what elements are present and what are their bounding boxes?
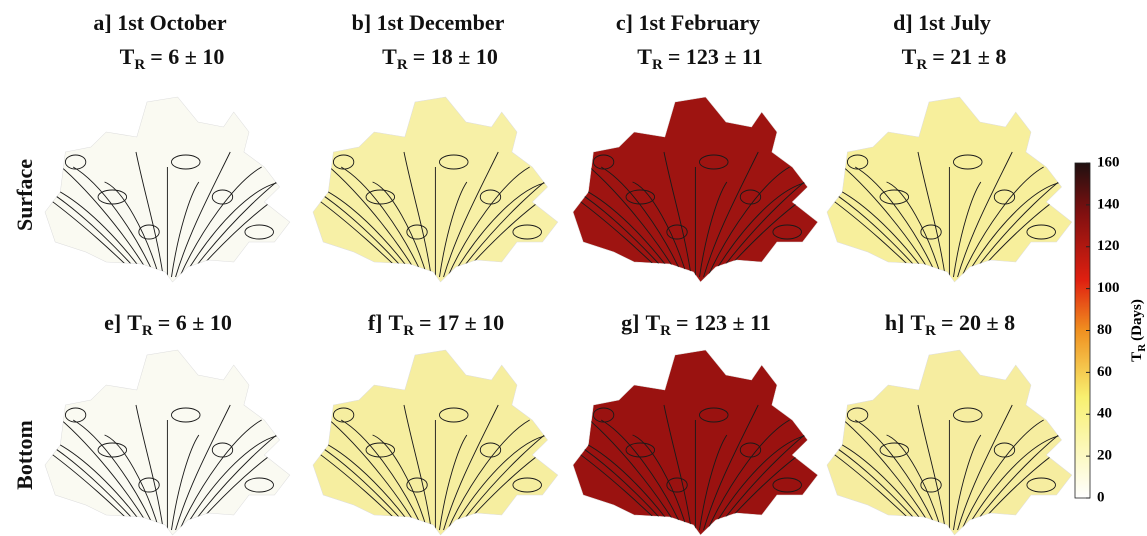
panel-heading: f] TR = 17 ± 10: [368, 310, 504, 339]
panel-tr: TR = 123 ± 11: [637, 44, 762, 73]
tr-subscript: R: [142, 323, 153, 339]
tr-symbol: T: [910, 310, 925, 335]
tr-symbol: T: [645, 310, 660, 335]
colorbar-tick-label: 0: [1097, 489, 1105, 505]
panel-heading: g] TR = 123 ± 11: [621, 310, 771, 339]
panel-letter: f]: [368, 310, 383, 335]
colorbar-tick-label: 20: [1097, 448, 1112, 464]
tr-subscript: R: [652, 57, 663, 73]
panel-tr: TR = 18 ± 10: [382, 44, 498, 73]
streamlines: [313, 151, 558, 278]
tr-value: = 18 ± 10: [413, 44, 498, 69]
tr-symbol: T: [382, 44, 397, 69]
tr-value: = 6 ± 10: [150, 44, 224, 69]
panel-heading: a] 1st October: [93, 10, 226, 35]
tr-symbol: T: [1129, 352, 1145, 362]
tr-subscript: R: [397, 57, 408, 73]
panel-heading: h] TR = 20 ± 8: [885, 310, 1015, 339]
colorbar-unit: (Days): [1129, 299, 1145, 341]
colorbar-tick-label: 160: [1097, 154, 1120, 170]
colorbar-label: TR (Days): [1129, 299, 1147, 362]
map-panel: [44, 96, 291, 283]
colorbar-tick-label: 40: [1097, 406, 1112, 422]
tr-symbol: T: [902, 44, 917, 69]
panel-tr: TR = 21 ± 8: [902, 44, 1007, 73]
row-label: Bottom: [12, 420, 37, 490]
row-label: Surface: [12, 159, 37, 231]
tr-symbol: T: [637, 44, 652, 69]
tr-value: = 6 ± 10: [158, 310, 232, 335]
tr-value: = 20 ± 8: [941, 310, 1015, 335]
panel-heading: e] TR = 6 ± 10: [104, 310, 232, 339]
panel-letter: e]: [104, 310, 121, 335]
tr-value: = 21 ± 8: [932, 44, 1006, 69]
tr-subscript: R: [1136, 343, 1147, 352]
tr-subscript: R: [403, 323, 414, 339]
tr-subscript: R: [916, 57, 927, 73]
tr-value: = 17 ± 10: [419, 310, 504, 335]
panel-letter: g]: [621, 310, 639, 335]
colorbar-tick-label: 60: [1097, 364, 1112, 380]
colorbar-tick-label: 120: [1097, 238, 1120, 254]
tr-value: = 123 ± 11: [676, 310, 771, 335]
tr-symbol: T: [389, 310, 404, 335]
colorbar-tick-label: 80: [1097, 322, 1112, 338]
panel-heading: c] 1st February: [616, 10, 760, 35]
map-panel: [44, 349, 291, 536]
panel-heading: d] 1st July: [893, 10, 991, 35]
panel-heading: b] 1st December: [352, 10, 505, 35]
colorbar-tick-label: 100: [1097, 280, 1120, 296]
tr-value: = 123 ± 11: [668, 44, 763, 69]
colorbar-tick-label: 140: [1097, 196, 1120, 212]
streamlines: [45, 151, 290, 278]
panel-letter: h]: [885, 310, 905, 335]
tr-subscript: R: [660, 323, 671, 339]
tr-subscript: R: [134, 57, 145, 73]
tr-symbol: T: [120, 44, 135, 69]
panel-tr: TR = 6 ± 10: [120, 44, 225, 73]
tr-symbol: T: [127, 310, 142, 335]
map-panel: [312, 96, 559, 283]
tr-subscript: R: [925, 323, 936, 339]
